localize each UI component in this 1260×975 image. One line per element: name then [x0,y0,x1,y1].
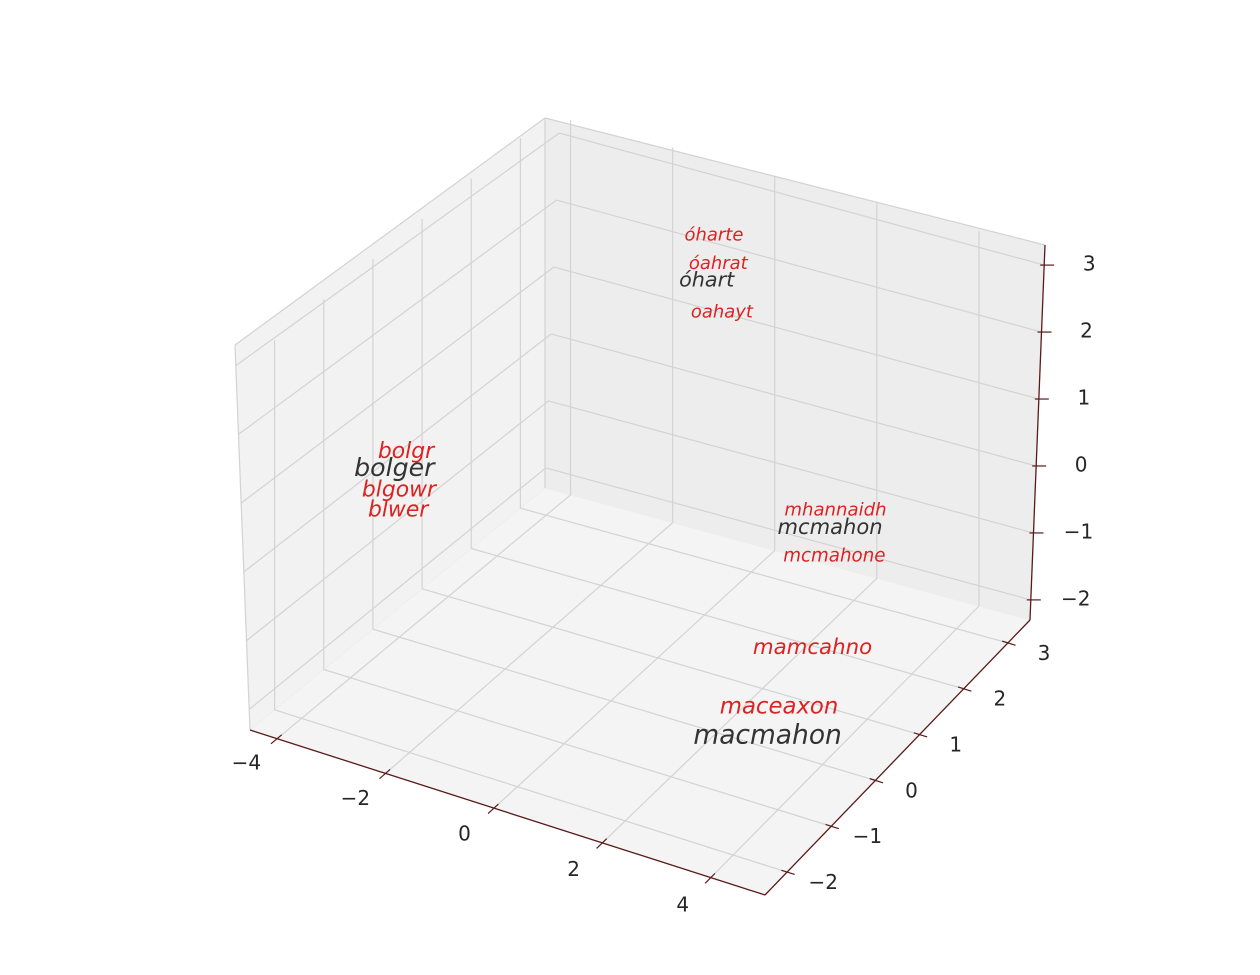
y-tick [1002,640,1016,646]
y-grid-line [520,507,1009,644]
x-tick [704,872,716,884]
word-label-target: óhart [679,268,735,292]
z-grid-line-left [238,199,557,435]
axis-lines [249,244,1046,896]
x-tick-label: 0 [458,822,471,846]
word-label-target: mcmahon [777,514,882,539]
z-axis-line [1029,244,1046,621]
z-tick-label: −2 [1061,586,1090,610]
x-tick-label: −4 [232,751,261,775]
z-grid-line [545,467,1031,601]
word-label-variant: mhannaidh [784,500,886,521]
x-grid-line [385,522,674,774]
y-tick-label: 2 [993,687,1006,711]
x-grid-line [276,494,571,740]
word-label-variant: óahrat [689,253,749,274]
x-tick [379,769,391,780]
y-tick [957,686,972,692]
y-tick [913,732,928,738]
tick-labels: −4 −2 0 2 4 −2 −1 0 1 2 3 −2 −1 0 1 2 3 [232,252,1096,917]
z-grid-line [551,333,1037,467]
y-grid-line [372,628,876,781]
y-grid-line [471,547,964,690]
x-grid-line [493,550,776,809]
y-tick [869,778,884,784]
y-tick-label: 0 [905,778,918,802]
word-label-variant: blwer [368,498,430,523]
x-tick-label: 2 [567,857,580,881]
z-grid-line [548,400,1034,534]
y-tick-label: 1 [949,732,962,756]
y-grid-line [323,668,832,827]
z-grid-line [559,132,1045,266]
y-axis-line [764,619,1031,896]
tick-marks [270,264,1055,884]
word-label-variant: mamcahno [753,635,872,660]
word-label-variant: mcmahone [783,546,885,567]
z-grid-line-left [246,400,549,642]
z-grid-line [556,199,1042,333]
z-grid-line-left [235,132,560,367]
y-tick [781,869,795,876]
z-grid-line [553,266,1039,400]
x-grid-line [710,605,980,879]
z-grid-line-left [240,266,555,504]
word-label-variant: bolgr [378,439,436,464]
x-tick-label: −2 [341,786,370,810]
z-tick-label: 3 [1083,252,1096,276]
y-tick-label: −1 [853,824,882,848]
word-label-variant: oahayt [691,302,754,323]
x-grid-line [601,577,878,844]
grid-lines [234,117,1046,879]
word-label-variant: blgowr [362,478,438,503]
z-tick-label: 2 [1080,319,1093,343]
x-tick [487,803,499,815]
x-tick [270,734,283,745]
y-tick [825,823,840,830]
x-tick [596,838,608,849]
z-grid-line-left [243,333,552,573]
y-tick-label: −2 [808,870,837,894]
y-grid-line [274,709,788,873]
z-tick-label: −1 [1064,519,1093,543]
x-axis-line [249,729,766,896]
left-wall-edge [234,344,251,731]
z-grid-line-left [248,467,547,710]
x-tick-label: 4 [676,893,689,917]
top-left-edge [234,117,546,346]
word-label-target: bolger [354,453,436,482]
z-tick-label: 1 [1077,386,1090,410]
y-tick-label: 3 [1038,641,1051,665]
word-label-variant: maceaxon [720,694,839,720]
word-label-target: macmahon [693,720,841,751]
z-tick-label: 0 [1075,452,1088,476]
y-grid-line [421,588,920,736]
word-label-variant: óharte [685,225,744,246]
top-right-edge [544,117,1046,246]
